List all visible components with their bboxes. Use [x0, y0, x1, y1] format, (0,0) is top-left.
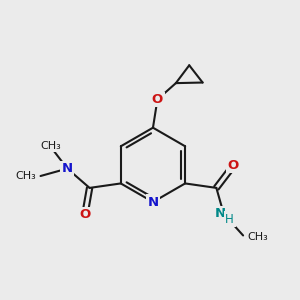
Text: N: N — [215, 207, 226, 220]
Text: N: N — [62, 162, 73, 175]
Text: H: H — [225, 213, 234, 226]
Text: O: O — [80, 208, 91, 221]
Text: O: O — [228, 158, 239, 172]
Text: CH₃: CH₃ — [248, 232, 268, 242]
Text: N: N — [147, 196, 158, 208]
Text: O: O — [152, 93, 163, 106]
Text: CH₃: CH₃ — [15, 171, 36, 181]
Text: CH₃: CH₃ — [40, 141, 61, 151]
